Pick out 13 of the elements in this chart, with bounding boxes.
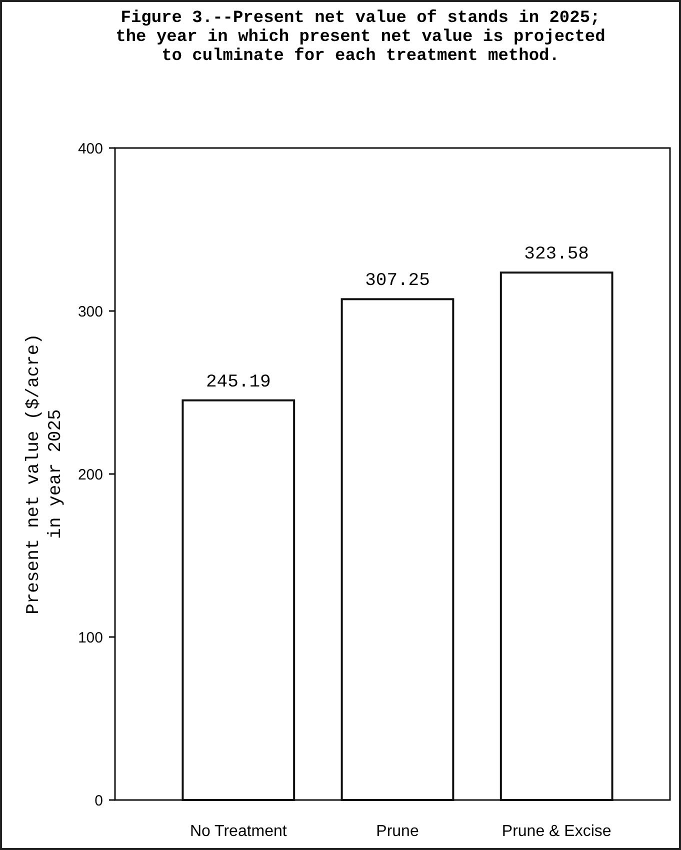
data-label: 245.19 <box>206 372 271 392</box>
y-tick-label: 100 <box>78 629 103 646</box>
x-tick-label: Prune & Excise <box>502 823 612 840</box>
chart-title: Figure 3.--Present net value of stands in 2025; the year in which present net value is projected to culminate for each treatment method. <box>116 9 606 66</box>
y-tick-label: 300 <box>78 303 103 320</box>
y-tick-label: 0 <box>94 792 103 810</box>
y-tick-label: 400 <box>78 140 103 158</box>
y-tick-label: 200 <box>78 466 103 484</box>
x-tick-label: No Treatment <box>190 823 288 840</box>
data-label: 307.25 <box>365 271 430 292</box>
y-axis-title: Present net value ($/acre) in year 2025 <box>24 334 66 614</box>
x-tick-label: Prune <box>376 823 419 840</box>
data-label: 323.58 <box>524 244 589 265</box>
